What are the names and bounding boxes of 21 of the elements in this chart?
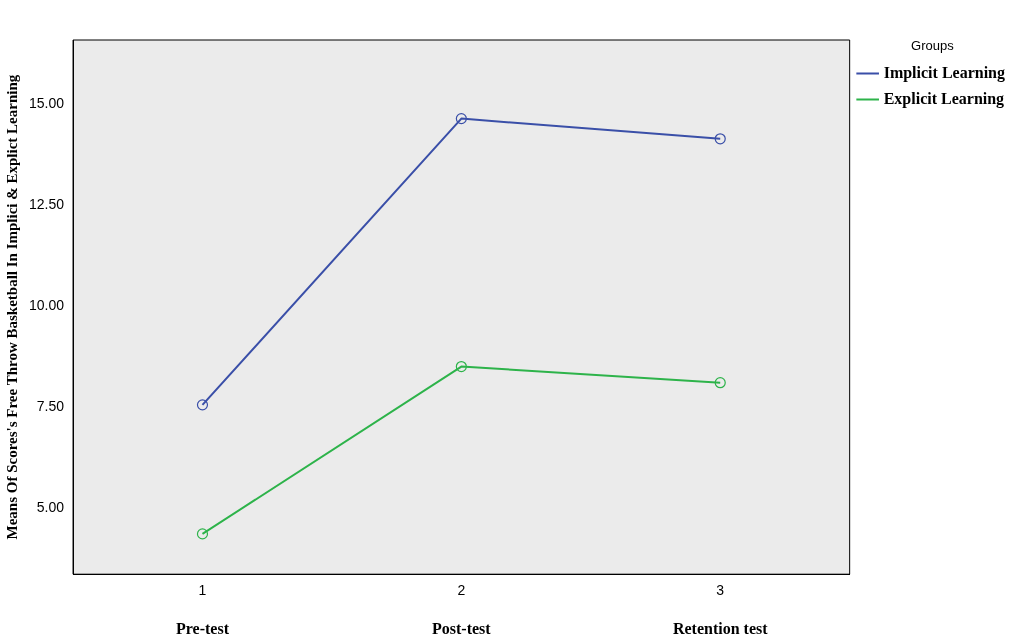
y-tick-label: 10.00 xyxy=(28,296,65,313)
point xyxy=(455,360,467,373)
legend-label: Explicit Learning xyxy=(883,89,1005,108)
point xyxy=(714,377,726,389)
y-tick-label: 5.00 xyxy=(36,498,65,515)
y-axis-title: Means Of Scores's Free Throw Basketball In Implici & Explict Learning xyxy=(3,74,20,540)
text: Post-test xyxy=(432,620,492,638)
point xyxy=(714,133,726,145)
x-tick-label: 2 xyxy=(457,582,466,599)
y-tick-label: 7.50 xyxy=(36,397,65,414)
legend-label: Implicit Learning xyxy=(883,63,1006,82)
x-tick-label: 1 xyxy=(198,582,207,599)
point xyxy=(196,399,209,411)
point xyxy=(196,528,209,540)
text: Pre-test xyxy=(175,620,230,638)
y-tick-label: 12.50 xyxy=(28,196,65,213)
legend-title: Groups xyxy=(911,38,955,54)
point xyxy=(455,113,467,125)
x-tick-label: 3 xyxy=(716,582,725,599)
text: Retention test xyxy=(672,620,769,638)
y-tick-label: 15.00 xyxy=(28,95,65,112)
